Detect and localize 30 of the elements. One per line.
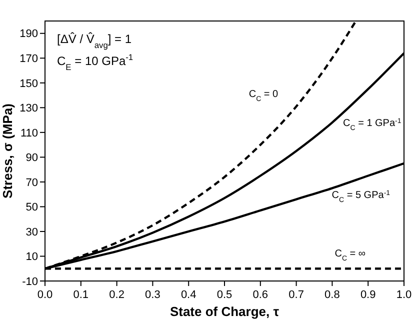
x-tick-label: 1.0	[396, 289, 412, 301]
y-tick-label: 170	[20, 52, 38, 65]
x-tick-label: 0.6	[252, 289, 268, 301]
x-tick-label: 0.0	[37, 289, 53, 301]
y-tick-label: 90	[26, 152, 38, 164]
y-tick-label: 190	[20, 28, 38, 40]
annotation: C$_{E}$ = 10 GPa$^{-1}$	[57, 52, 134, 72]
series-label: C$_{C}$ = 5 GPa$^{-1}$	[332, 190, 390, 204]
y-tick-label: 150	[20, 78, 38, 90]
y-tick-label: 110	[20, 127, 38, 140]
y-tick-label: 50	[26, 202, 38, 214]
x-tick-label: 0.8	[324, 289, 340, 301]
y-tick-label: 130	[20, 102, 38, 115]
x-axis-title: State of Charge, τ	[170, 304, 280, 319]
series-label: C$_{C}$ = 1 GPa$^{-1}$	[343, 117, 402, 132]
x-tick-label: 0.2	[109, 289, 124, 301]
x-tick-label: 0.7	[288, 289, 304, 301]
y-axis-title: Stress, σ (MPa)	[0, 104, 15, 198]
series-label: C$_{C}$ = ∞	[334, 248, 366, 262]
y-tick-label: -10	[22, 276, 38, 288]
y-tick-label: 10	[26, 251, 38, 264]
series-label: C$_{C}$ = 0	[248, 88, 279, 102]
x-tick-label: 0.3	[145, 289, 160, 301]
annotation: [ΔV̂ / V̂$_{avg}$] = 1	[57, 32, 132, 50]
x-tick-label: 0.9	[360, 289, 376, 301]
x-tick-label: 0.5	[216, 289, 232, 301]
y-tick-label: 70	[26, 176, 38, 189]
y-tick-label: 30	[26, 226, 38, 238]
x-tick-label: 0.1	[73, 289, 89, 301]
x-tick-label: 0.4	[180, 289, 196, 301]
